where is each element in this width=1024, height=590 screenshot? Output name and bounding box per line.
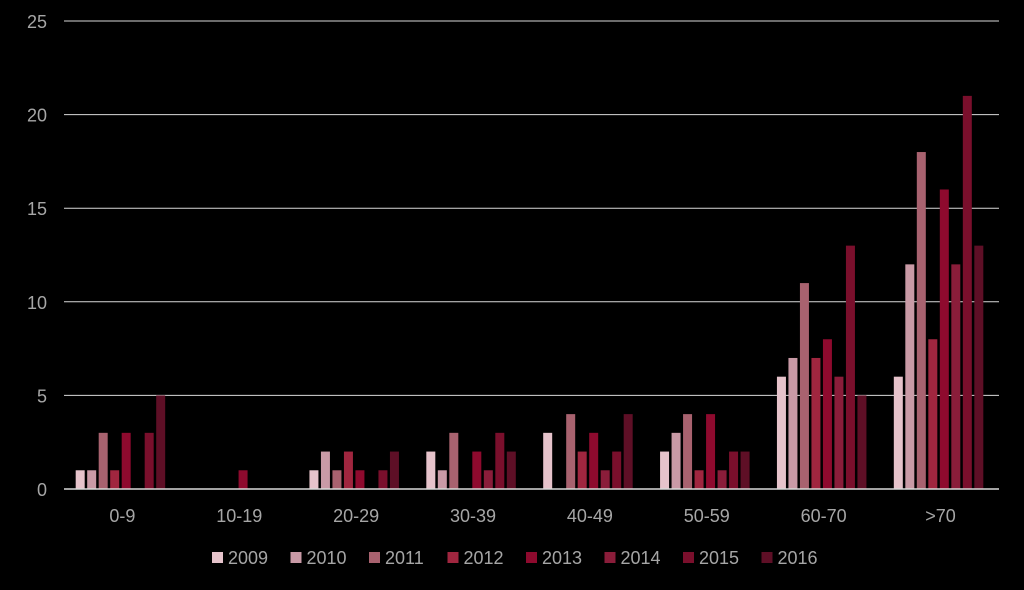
x-tick-label: 50-59 [684,506,730,526]
legend: 2009 2010 2011 2012 2013 2014 2015 2016 [212,548,818,568]
bar-2016-0-9 [156,395,166,489]
bar-2009-0-9 [75,470,85,489]
bar-2014-50-59 [717,470,727,489]
bar-2015-50-59 [729,451,739,489]
legend-label: 2010 [307,548,347,568]
bar-2015->70 [962,95,972,489]
legend-item-2010: 2010 [290,548,347,568]
bar-2015-40-49 [612,451,622,489]
bar-2014-40-49 [600,470,610,489]
x-tick-label: 40-49 [567,506,613,526]
x-tick-label: 60-70 [801,506,847,526]
bar-2009-30-39 [426,451,436,489]
bar-2016-20-29 [389,451,399,489]
bar-2013-40-49 [589,432,599,489]
bar-2016-40-49 [623,414,633,489]
bar-2013-50-59 [706,414,716,489]
legend-swatch [683,552,694,563]
bar-2011-40-49 [566,414,576,489]
x-axis-ticks: 0-9 10-19 20-29 30-39 40-49 50-59 60-70 >70 [109,506,955,526]
legend-item-2016: 2016 [761,548,818,568]
y-axis-ticks: 0 5 10 15 20 25 [27,12,47,500]
bars [75,95,984,490]
bar-2009-60-70 [776,376,786,489]
x-tick-label: >70 [925,506,956,526]
y-tick-label: 25 [27,12,47,32]
legend-label: 2015 [699,548,739,568]
bar-2013-60-70 [822,339,832,489]
bar-2009-40-49 [543,432,553,489]
bar-2011-50-59 [683,414,693,489]
bar-2010-50-59 [671,432,681,489]
legend-item-2014: 2014 [604,548,661,568]
bar-2014->70 [951,264,961,489]
y-tick-label: 20 [27,106,47,126]
bar-2012-60-70 [811,357,821,489]
bar-2013-30-39 [472,451,482,489]
bar-2014-30-39 [483,470,493,489]
bar-2012->70 [928,339,938,489]
bar-2016-50-59 [740,451,750,489]
legend-label: 2014 [621,548,661,568]
bar-2010-30-39 [437,470,447,489]
legend-item-2015: 2015 [683,548,739,568]
x-tick-label: 0-9 [109,506,135,526]
bar-2015-60-70 [845,245,855,489]
legend-item-2013: 2013 [526,548,582,568]
y-tick-label: 15 [27,199,47,219]
bar-2016->70 [974,245,984,489]
bar-2011->70 [916,152,926,490]
gridlines [64,20,999,396]
x-tick-label: 30-39 [450,506,496,526]
bar-2013-10-19 [238,470,248,489]
bar-2015-30-39 [495,432,505,489]
legend-item-2009: 2009 [212,548,268,568]
legend-item-2011: 2011 [369,548,424,568]
bar-2009->70 [893,376,903,489]
legend-swatch [604,552,616,563]
legend-swatch [212,552,223,563]
bar-2010->70 [905,264,915,489]
bar-2016-60-70 [857,395,867,489]
bar-2011-60-70 [799,283,809,489]
bar-2009-50-59 [660,451,670,489]
legend-swatch [369,552,380,563]
bar-2011-30-39 [449,432,459,489]
y-tick-label: 10 [27,293,47,313]
bar-2012-40-49 [577,451,587,489]
legend-swatch [447,552,459,563]
bar-2015-20-29 [378,470,388,489]
x-tick-label: 20-29 [333,506,379,526]
x-tick-label: 10-19 [216,506,262,526]
legend-label: 2013 [542,548,582,568]
y-tick-label: 0 [37,480,47,500]
legend-item-2012: 2012 [447,548,504,568]
legend-swatch [761,552,773,563]
bar-2016-30-39 [506,451,516,489]
bar-2010-20-29 [320,451,330,489]
bar-2012-0-9 [110,470,120,489]
legend-swatch [526,552,537,563]
legend-label: 2016 [778,548,818,568]
bar-2010-0-9 [87,470,97,489]
bar-2011-20-29 [332,470,342,489]
legend-label: 2009 [228,548,268,568]
bar-2011-0-9 [98,432,108,489]
bar-2009-20-29 [309,470,319,489]
bar-2012-20-29 [343,451,353,489]
bar-2013-20-29 [355,470,365,489]
legend-swatch [290,552,302,563]
y-tick-label: 5 [37,386,47,406]
bar-2013->70 [939,189,949,490]
bar-2013-0-9 [121,432,131,489]
bar-2010-60-70 [788,357,798,489]
legend-label: 2011 [385,548,424,568]
bar-2015-0-9 [144,432,154,489]
bar-2014-60-70 [834,376,844,489]
legend-label: 2012 [464,548,504,568]
bar-2012-50-59 [694,470,704,489]
